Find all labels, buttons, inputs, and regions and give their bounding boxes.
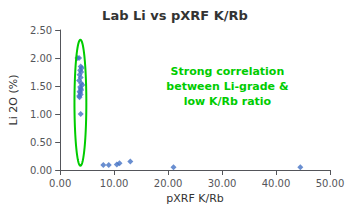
svg-text:30.00: 30.00 bbox=[208, 178, 237, 189]
svg-text:0.00: 0.00 bbox=[49, 178, 71, 189]
svg-text:1.00: 1.00 bbox=[30, 109, 52, 120]
svg-text:2.00: 2.00 bbox=[30, 53, 52, 64]
svg-text:between Li-grade &: between Li-grade & bbox=[166, 80, 289, 93]
svg-text:20.00: 20.00 bbox=[154, 178, 183, 189]
svg-text:Lab Li vs pXRF K/Rb: Lab Li vs pXRF K/Rb bbox=[102, 8, 248, 23]
svg-text:10.00: 10.00 bbox=[100, 178, 129, 189]
svg-text:Strong correlation: Strong correlation bbox=[171, 65, 285, 78]
svg-text:low K/Rb ratio: low K/Rb ratio bbox=[184, 95, 272, 108]
svg-text:0.00: 0.00 bbox=[30, 165, 52, 176]
svg-text:2.50: 2.50 bbox=[30, 25, 52, 36]
svg-text:Li 2O (%): Li 2O (%) bbox=[7, 75, 20, 126]
svg-text:40.00: 40.00 bbox=[262, 178, 291, 189]
svg-text:50.00: 50.00 bbox=[316, 178, 345, 189]
svg-text:0.50: 0.50 bbox=[30, 137, 52, 148]
svg-text:pXRF K/Rb: pXRF K/Rb bbox=[166, 192, 224, 205]
svg-text:1.50: 1.50 bbox=[30, 81, 52, 92]
